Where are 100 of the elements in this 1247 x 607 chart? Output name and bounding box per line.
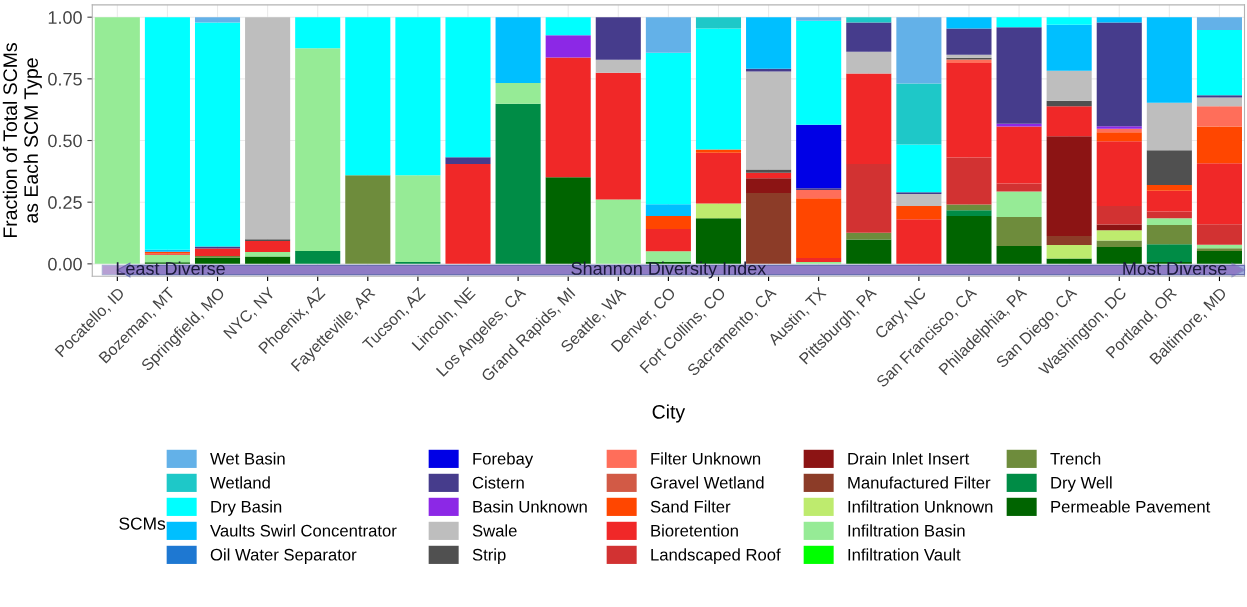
bar bbox=[1096, 247, 1142, 264]
bar bbox=[1046, 70, 1092, 101]
bar bbox=[495, 83, 541, 104]
bar bbox=[1046, 17, 1092, 25]
bar bbox=[846, 239, 892, 264]
bar bbox=[645, 251, 691, 262]
bar bbox=[1096, 22, 1142, 127]
bar bbox=[395, 175, 441, 262]
legend-label: Dry Basin bbox=[211, 500, 282, 516]
legend-label: Basin Unknown bbox=[473, 500, 587, 513]
bar bbox=[946, 204, 992, 211]
bar bbox=[996, 126, 1042, 184]
bar bbox=[996, 183, 1042, 192]
bar bbox=[996, 27, 1042, 124]
bar bbox=[946, 157, 992, 205]
legend-label: Infiltration Basin bbox=[848, 524, 965, 537]
bar bbox=[144, 254, 190, 263]
bar bbox=[1146, 218, 1192, 225]
legend-label: Bioretention bbox=[651, 524, 738, 537]
bar bbox=[645, 216, 691, 230]
bar bbox=[245, 240, 291, 253]
bar bbox=[796, 17, 842, 21]
bar bbox=[1046, 100, 1092, 107]
legend-label: Wetland bbox=[210, 476, 270, 489]
legend-label: Filter Unknown bbox=[651, 452, 761, 465]
bar bbox=[1096, 240, 1142, 248]
bar bbox=[1046, 258, 1092, 264]
bar bbox=[796, 190, 842, 199]
bar bbox=[695, 149, 742, 153]
bar bbox=[1046, 136, 1092, 236]
y-tick-label: 0.00 bbox=[48, 257, 82, 271]
y-axis-title: Fraction of Total SCMs as Each SCM Type bbox=[2, 43, 42, 238]
bar bbox=[1196, 106, 1242, 127]
legend-label: Permeable Pavement bbox=[1051, 500, 1211, 513]
bar bbox=[996, 191, 1042, 217]
annotation: Most Diverse bbox=[1123, 261, 1227, 275]
bar bbox=[1196, 30, 1242, 96]
bar bbox=[946, 28, 992, 55]
bar bbox=[645, 52, 691, 205]
bar bbox=[445, 163, 491, 264]
bar bbox=[545, 35, 591, 58]
bar bbox=[996, 246, 1042, 264]
bar bbox=[1196, 97, 1242, 107]
bar bbox=[896, 144, 942, 193]
legend-label: Swale bbox=[472, 524, 517, 537]
bar bbox=[846, 163, 892, 233]
bar bbox=[595, 59, 641, 73]
bar bbox=[645, 204, 691, 216]
bar bbox=[946, 63, 992, 158]
y-tick-label: 0.50 bbox=[48, 134, 82, 148]
legend-label: Dry Well bbox=[1051, 476, 1112, 492]
legend-label: Strip bbox=[472, 548, 506, 564]
bar bbox=[746, 178, 792, 194]
bar bbox=[846, 232, 892, 240]
bar bbox=[1196, 126, 1242, 164]
bar bbox=[896, 194, 942, 206]
legend-label: Cistern bbox=[472, 476, 524, 489]
bar bbox=[695, 17, 742, 29]
legend-label: Trench bbox=[1050, 452, 1101, 465]
bar bbox=[1196, 163, 1242, 225]
bar bbox=[495, 103, 541, 264]
bar bbox=[1046, 235, 1092, 246]
bar bbox=[1146, 211, 1192, 219]
bar bbox=[395, 17, 441, 176]
legend-label: Gravel Wetland bbox=[650, 476, 764, 489]
bar bbox=[796, 198, 842, 258]
bar bbox=[1146, 17, 1192, 103]
bar bbox=[1096, 141, 1142, 206]
bar bbox=[495, 17, 541, 84]
bar bbox=[1096, 230, 1142, 241]
bar bbox=[295, 48, 341, 252]
bar bbox=[1196, 224, 1242, 245]
bar bbox=[1046, 24, 1092, 71]
y-tick-label: 0.25 bbox=[48, 196, 82, 209]
bar bbox=[545, 57, 591, 178]
bar bbox=[194, 22, 241, 247]
legend-label: Infiltration Unknown bbox=[848, 500, 993, 513]
y-tick-label: 1.00 bbox=[48, 11, 82, 24]
bar bbox=[946, 17, 992, 29]
bar bbox=[245, 252, 291, 257]
bar bbox=[245, 17, 291, 240]
bar bbox=[746, 169, 792, 173]
bar bbox=[896, 219, 942, 264]
bar bbox=[595, 17, 641, 60]
bar bbox=[796, 257, 842, 262]
bar bbox=[846, 17, 892, 23]
bar bbox=[194, 248, 241, 256]
bar bbox=[946, 216, 992, 264]
bar bbox=[746, 17, 792, 69]
bar bbox=[1096, 126, 1142, 129]
y-tick-label: 0.75 bbox=[48, 72, 82, 86]
legend-label: Wet Basin bbox=[210, 452, 285, 465]
bar bbox=[1096, 132, 1142, 142]
bar bbox=[695, 152, 742, 204]
bar bbox=[1096, 205, 1142, 225]
bar bbox=[846, 51, 892, 74]
bar bbox=[1196, 95, 1242, 98]
bar bbox=[345, 17, 391, 176]
bar bbox=[896, 205, 942, 220]
bar bbox=[896, 83, 942, 145]
